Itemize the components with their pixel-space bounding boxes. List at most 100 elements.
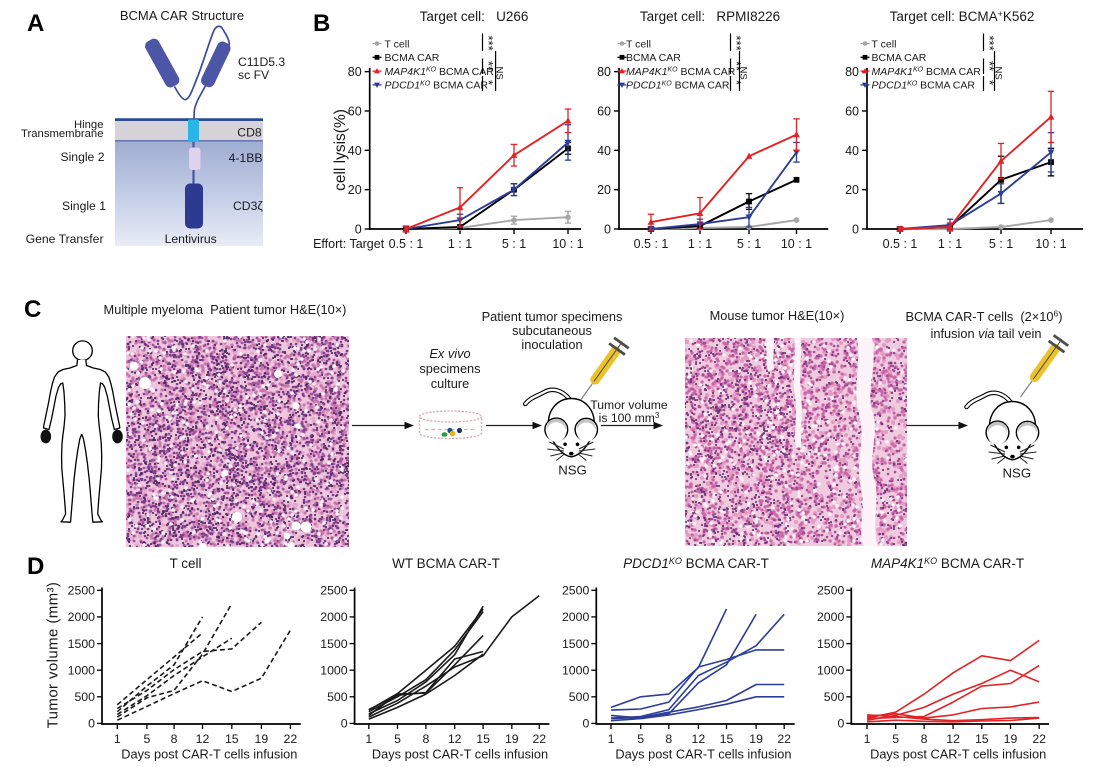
svg-text:PDCD1KO BCMA CAR: PDCD1KO BCMA CAR xyxy=(626,80,730,92)
svg-text:80: 80 xyxy=(597,65,611,79)
svg-text:NS: NS xyxy=(494,67,505,80)
svg-text:22: 22 xyxy=(284,732,298,746)
svg-text:5 : 1: 5 : 1 xyxy=(737,237,761,251)
svg-text:500: 500 xyxy=(74,690,95,704)
svg-text:*: * xyxy=(481,80,496,85)
svg-text:20: 20 xyxy=(348,183,362,197)
svg-text:22: 22 xyxy=(777,732,791,746)
svg-text:1500: 1500 xyxy=(817,637,845,651)
svg-text:WT BCMA CAR-T: WT BCMA CAR-T xyxy=(392,556,500,571)
svg-text:1 : 1: 1 : 1 xyxy=(938,237,962,251)
svg-text:C11D5.3: C11D5.3 xyxy=(238,55,285,69)
svg-text:1000: 1000 xyxy=(68,664,96,678)
svg-text:Transmembrane: Transmembrane xyxy=(21,128,103,140)
svg-text:80: 80 xyxy=(348,65,362,79)
svg-text:Target cell: BCMA+K562: Target cell: BCMA+K562 xyxy=(890,9,1035,24)
svg-text:0: 0 xyxy=(837,717,844,731)
svg-text:sc FV: sc FV xyxy=(238,68,270,82)
svg-text:Days post CAR-T cells infusion: Days post CAR-T cells infusion xyxy=(121,747,297,762)
svg-text:**: ** xyxy=(481,61,496,71)
svg-text:Lentivirus: Lentivirus xyxy=(165,232,217,246)
svg-text:20: 20 xyxy=(597,183,611,197)
svg-text:40: 40 xyxy=(597,144,611,158)
svg-text:*: * xyxy=(729,80,744,85)
svg-text:Patient tumor specimens: Patient tumor specimens xyxy=(482,309,623,324)
svg-text:500: 500 xyxy=(569,690,590,704)
svg-text:1500: 1500 xyxy=(320,637,348,651)
svg-text:B: B xyxy=(313,10,330,37)
svg-text:Gene Transfer: Gene Transfer xyxy=(26,232,104,246)
svg-text:***: *** xyxy=(982,36,997,51)
svg-text:***: *** xyxy=(481,36,496,51)
svg-text:Tumor volume: Tumor volume xyxy=(590,398,668,412)
svg-text:Days post CAR-T cells infusion: Days post CAR-T cells infusion xyxy=(615,747,791,762)
svg-text:2000: 2000 xyxy=(68,610,96,624)
svg-text:MAP4K1KO BCMA CAR-T: MAP4K1KO BCMA CAR-T xyxy=(871,556,1024,571)
svg-text:1500: 1500 xyxy=(562,637,590,651)
svg-text:500: 500 xyxy=(327,690,348,704)
svg-text:8: 8 xyxy=(921,732,928,746)
svg-text:CD3ζ: CD3ζ xyxy=(233,199,263,213)
svg-text:PDCD1KO BCMA CAR: PDCD1KO BCMA CAR xyxy=(872,80,976,92)
svg-text:19: 19 xyxy=(749,732,763,746)
svg-text:BCMA CAR: BCMA CAR xyxy=(626,52,681,64)
svg-text:5: 5 xyxy=(394,732,401,746)
svg-text:NS: NS xyxy=(993,67,1004,80)
svg-text:0: 0 xyxy=(355,223,362,237)
svg-text:T cell: T cell xyxy=(626,38,651,50)
svg-text:NSG: NSG xyxy=(558,463,587,478)
svg-text:is 100 mm3: is 100 mm3 xyxy=(599,411,660,425)
svg-text:60: 60 xyxy=(845,104,859,118)
svg-text:Days post CAR-T cells infusion: Days post CAR-T cells infusion xyxy=(372,747,548,762)
svg-text:Hinge: Hinge xyxy=(74,119,104,131)
svg-text:BCMA CAR: BCMA CAR xyxy=(872,52,927,64)
svg-text:0: 0 xyxy=(341,717,348,731)
svg-text:5: 5 xyxy=(143,732,150,746)
svg-text:5: 5 xyxy=(637,732,644,746)
svg-text:0: 0 xyxy=(852,223,859,237)
svg-text:19: 19 xyxy=(505,732,519,746)
svg-text:8: 8 xyxy=(171,732,178,746)
svg-text:60: 60 xyxy=(348,104,362,118)
svg-text:inoculation: inoculation xyxy=(521,337,582,352)
svg-text:15: 15 xyxy=(476,732,490,746)
svg-text:0.5 : 1: 0.5 : 1 xyxy=(634,237,669,251)
svg-text:Effort: Target: Effort: Target xyxy=(313,237,385,251)
svg-text:12: 12 xyxy=(692,732,706,746)
svg-text:Single 2: Single 2 xyxy=(60,150,104,164)
svg-text:1 : 1: 1 : 1 xyxy=(688,237,712,251)
svg-text:1: 1 xyxy=(114,732,121,746)
svg-text:MAP4K1KO BCMA CAR: MAP4K1KO BCMA CAR xyxy=(872,66,982,78)
svg-text:1: 1 xyxy=(864,732,871,746)
svg-text:15: 15 xyxy=(975,732,989,746)
svg-text:infusion via tail vein: infusion via tail vein xyxy=(931,326,1042,341)
svg-text:PDCD1KO BCMA CAR: PDCD1KO BCMA CAR xyxy=(385,80,489,92)
svg-text:specimens: specimens xyxy=(419,361,480,376)
svg-text:22: 22 xyxy=(1032,732,1046,746)
svg-text:D: D xyxy=(27,553,44,580)
svg-text:*: * xyxy=(982,80,997,85)
svg-text:T cell: T cell xyxy=(872,38,897,50)
svg-text:Ex vivo: Ex vivo xyxy=(429,346,470,361)
svg-text:Tumor volume (mm³): Tumor volume (mm³) xyxy=(45,582,62,729)
svg-text:0: 0 xyxy=(582,717,589,731)
svg-text:**: ** xyxy=(729,61,744,71)
svg-text:BCMA CAR-T cells (2×106): BCMA CAR-T cells (2×106) xyxy=(905,309,1062,325)
svg-text:8: 8 xyxy=(422,732,429,746)
svg-text:40: 40 xyxy=(348,144,362,158)
svg-text:10 : 1: 10 : 1 xyxy=(552,237,583,251)
svg-text:22: 22 xyxy=(532,732,546,746)
svg-text:T cell: T cell xyxy=(385,38,410,50)
svg-text:BCMA CAR: BCMA CAR xyxy=(385,52,440,64)
svg-text:CD8: CD8 xyxy=(237,126,262,140)
svg-text:A: A xyxy=(27,10,44,37)
svg-text:5: 5 xyxy=(892,732,899,746)
svg-text:0: 0 xyxy=(604,223,611,237)
svg-text:1000: 1000 xyxy=(320,664,348,678)
svg-text:5 : 1: 5 : 1 xyxy=(502,237,526,251)
svg-text:10 : 1: 10 : 1 xyxy=(1035,237,1066,251)
svg-text:0: 0 xyxy=(88,717,95,731)
svg-text:1: 1 xyxy=(608,732,615,746)
svg-text:cell lysis(%): cell lysis(%) xyxy=(332,109,349,191)
svg-text:NSG: NSG xyxy=(1003,466,1032,481)
